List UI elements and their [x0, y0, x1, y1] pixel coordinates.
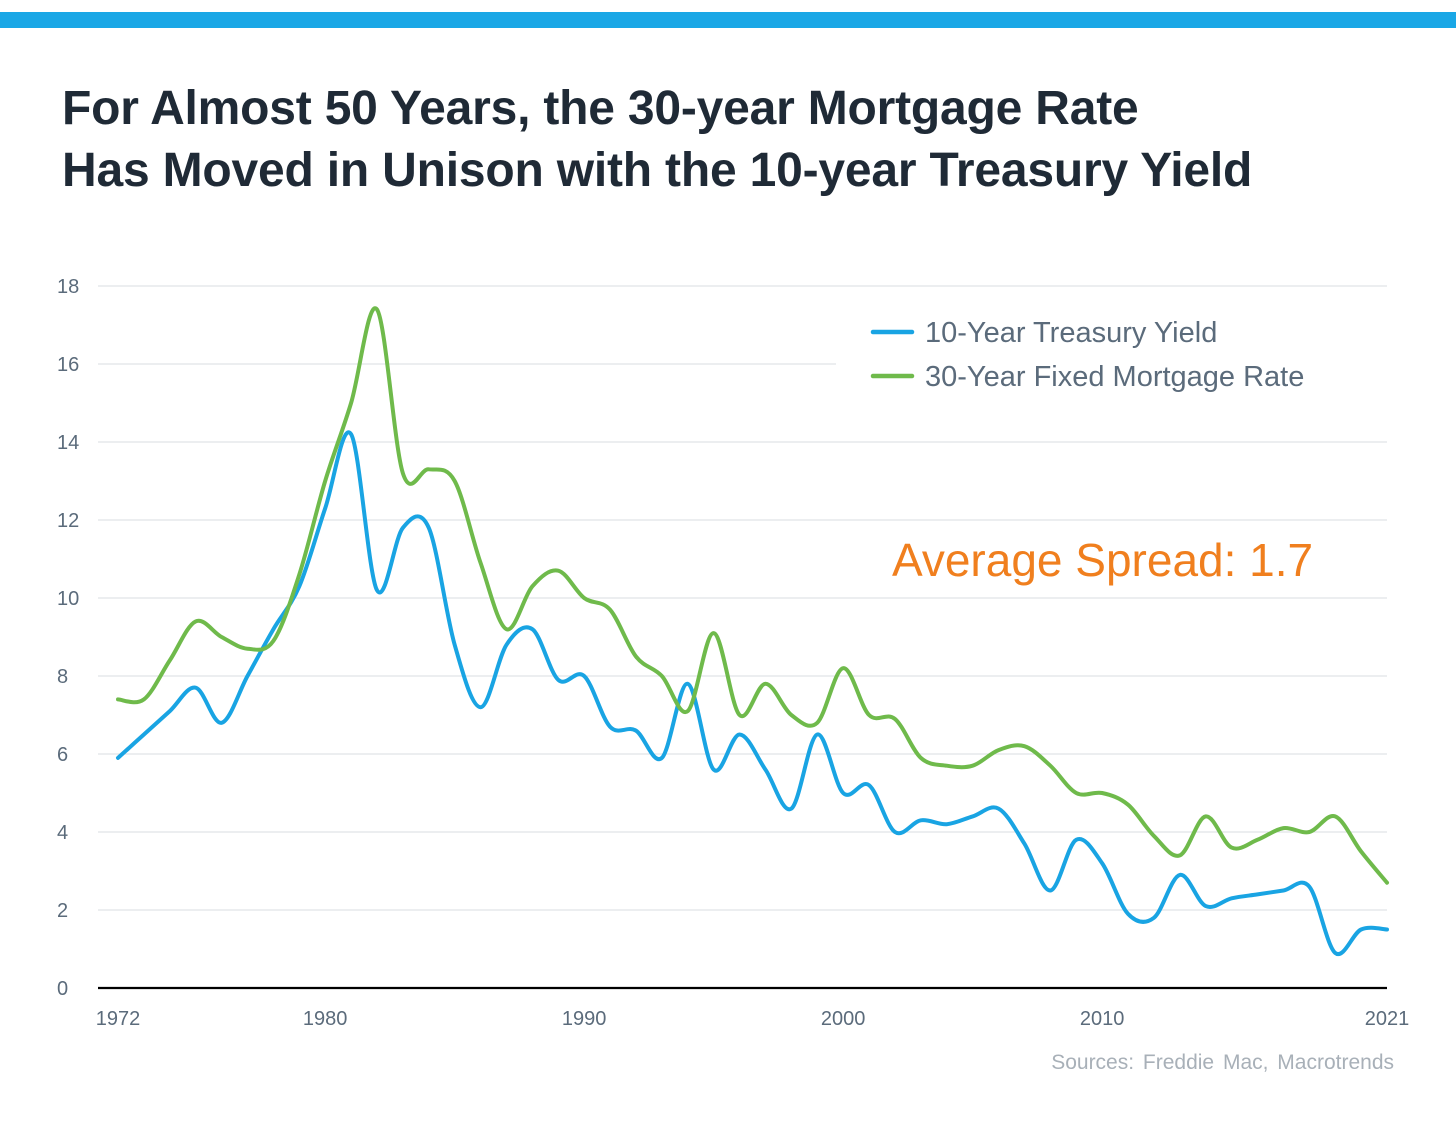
source-note: Sources: Freddie Mac, Macrotrends [1051, 1051, 1394, 1074]
title-line-1: For Almost 50 Years, the 30-year Mortgag… [62, 82, 1139, 135]
y-tick-label: 6 [57, 744, 68, 766]
x-axis-ticks: 1972 1980 1990 2000 2010 2021 [96, 1008, 1410, 1030]
series-line-mortgage-rate [116, 306, 1389, 885]
y-tick-label: 16 [57, 354, 79, 376]
series-line-treasury-yield [116, 430, 1389, 957]
y-tick-label: 12 [57, 510, 79, 532]
average-spread-annotation: Average Spread: 1.7 [892, 534, 1313, 586]
legend: 10-Year Treasury Yield 30-Year Fixed Mort… [836, 306, 1388, 406]
page-title: For Almost 50 Years, the 30-year Mortgag… [62, 78, 1252, 202]
y-tick-label: 14 [57, 432, 79, 454]
y-axis-ticks: 0 2 4 6 8 10 12 14 16 18 [57, 276, 79, 1000]
y-tick-label: 8 [57, 666, 68, 688]
x-tick-label: 2000 [821, 1008, 866, 1030]
legend-label: 10-Year Treasury Yield [925, 317, 1217, 349]
y-tick-label: 18 [57, 276, 79, 298]
annotations: Average Spread: 1.7 [892, 534, 1313, 586]
y-tick-label: 4 [57, 822, 68, 844]
legend-background [836, 306, 1388, 406]
legend-label: 30-Year Fixed Mortgage Rate [925, 361, 1304, 393]
x-tick-label: 2021 [1365, 1008, 1410, 1030]
y-tick-label: 10 [57, 588, 79, 610]
x-tick-label: 1990 [562, 1008, 607, 1030]
x-tick-label: 1972 [96, 1008, 141, 1030]
x-tick-label: 1980 [303, 1008, 348, 1030]
series-lines [116, 306, 1389, 957]
y-tick-label: 0 [57, 978, 68, 1000]
title-line-2: Has Moved in Unison with the 10-year Tre… [62, 144, 1253, 197]
top-accent-bar [0, 12, 1456, 28]
x-tick-label: 2010 [1080, 1008, 1125, 1030]
y-tick-label: 2 [57, 900, 68, 922]
